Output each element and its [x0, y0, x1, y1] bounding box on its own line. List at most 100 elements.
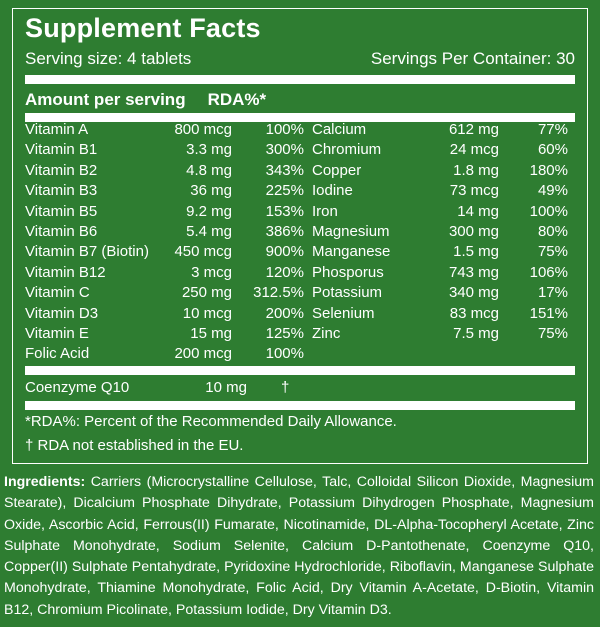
ingredients-block: Ingredients: Carriers (Microcrystalline … — [4, 472, 594, 621]
nutrient-row: Potassium 340 mg 17% — [312, 283, 568, 303]
nutrient-name: Calcium — [312, 121, 367, 138]
nutrient-amount: 340 mg — [448, 284, 499, 302]
nutrient-row: Vitamin B1 3.3 mg 300% — [25, 140, 305, 160]
nutrient-row: Copper 1.8 mg 180% — [312, 161, 568, 181]
nutrient-rda: 151% — [529, 304, 568, 322]
nutrient-name: Iron — [312, 202, 338, 220]
nutrient-rda: 100% — [529, 202, 568, 220]
nutrient-rda: 49% — [537, 182, 568, 200]
nutrient-row: Vitamin B5 9.2 mg 153% — [25, 202, 305, 222]
nutrient-amount: 4.8 mg — [186, 161, 232, 179]
nutrient-row: Vitamin A 800 mcg 100% — [25, 120, 305, 140]
nutrient-name: Selenium — [312, 304, 375, 322]
nutrient-row: Magnesium 300 mg 80% — [312, 222, 568, 242]
supplement-facts-panel: Supplement Facts Serving size: 4 tablets… — [12, 8, 588, 464]
nutrient-rda: 77% — [537, 121, 568, 138]
coenzyme-row: Coenzyme Q10 10 mg † — [25, 377, 565, 399]
servings-per-container: Servings Per Container: 30 — [370, 49, 575, 68]
nutrient-amount: 1.5 mg — [453, 243, 499, 261]
nutrient-row: Vitamin B3 36 mg 225% — [25, 181, 305, 201]
nutrient-rda: 106% — [529, 263, 568, 281]
nutrient-rda: 343% — [265, 161, 304, 179]
nutrient-row: Selenium 83 mcg 151% — [312, 304, 568, 324]
nutrient-name: Chromium — [312, 141, 382, 159]
nutrient-name: Vitamin B1 — [25, 141, 98, 159]
nutrient-row: Vitamin B2 4.8 mg 343% — [25, 161, 305, 181]
nutrient-name: Vitamin D3 — [25, 304, 99, 322]
divider-thick — [25, 401, 575, 410]
nutrient-name: Vitamin B2 — [25, 161, 98, 179]
nutrient-row: Iodine 73 mcg 49% — [312, 181, 568, 201]
nutrient-amount: 83 mcg — [449, 304, 499, 322]
nutrient-rda: 200% — [265, 304, 304, 322]
nutrient-rda: 120% — [265, 263, 304, 281]
nutrient-rda: 100% — [265, 121, 304, 138]
nutrient-rda: 153% — [265, 202, 304, 220]
nutrient-rda: 100% — [265, 345, 304, 363]
nutrient-rda: 17% — [537, 284, 568, 302]
amount-label: Amount per serving — [25, 90, 186, 109]
nutrient-row: Vitamin D3 10 mcg 200% — [25, 304, 305, 324]
nutrient-rda: 300% — [265, 141, 304, 159]
nutrient-row: Vitamin B7 (Biotin) 450 mcg 900% — [25, 242, 305, 262]
nutrient-rda: 900% — [265, 243, 304, 261]
nutrient-row: Vitamin B6 5.4 mg 386% — [25, 222, 305, 242]
nutrient-rda: 386% — [265, 223, 304, 240]
nutrient-amount: 14 mg — [457, 202, 499, 220]
nutrient-row: Manganese 1.5 mg 75% — [312, 242, 568, 262]
nutrient-amount: 36 mg — [190, 182, 232, 200]
nutrient-rda: 80% — [537, 223, 568, 240]
nutrient-rda: 180% — [529, 161, 568, 179]
divider-thick — [25, 75, 575, 84]
nutrient-amount: 250 mg — [181, 284, 232, 302]
nutrient-amount: 9.2 mg — [186, 202, 232, 220]
nutrient-name: Vitamin B5 — [25, 202, 98, 220]
nutrient-amount: 3.3 mg — [186, 141, 232, 159]
nutrient-name: Manganese — [312, 243, 391, 261]
nutrient-rda: 312.5% — [253, 284, 304, 302]
amount-header: Amount per serving RDA%* — [25, 90, 266, 110]
panel-title: Supplement Facts — [25, 13, 261, 43]
nutrient-name: Vitamin B3 — [25, 182, 98, 200]
nutrient-name: Copper — [312, 161, 362, 179]
nutrient-name: Iodine — [312, 182, 353, 200]
footnote-eu: † RDA not established in the EU. — [25, 437, 244, 454]
nutrient-row: Vitamin E 15 mg 125% — [25, 324, 305, 344]
nutrient-name: Phosporus — [312, 263, 384, 281]
nutrient-name: Potassium — [312, 284, 383, 302]
rda-label: RDA%* — [207, 90, 267, 109]
nutrient-row: Phosporus 743 mg 106% — [312, 263, 568, 283]
nutrient-row: Chromium 24 mcg 60% — [312, 140, 568, 160]
divider-thick — [25, 113, 575, 122]
nutrient-name: Vitamin A — [25, 121, 89, 138]
nutrient-amount: 743 mg — [448, 263, 499, 281]
serving-size: Serving size: 4 tablets — [25, 49, 192, 68]
nutrient-row: Iron 14 mg 100% — [312, 202, 568, 222]
ingredients-label: Ingredients: — [4, 474, 86, 490]
nutrient-amount: 7.5 mg — [453, 325, 499, 342]
nutrient-name: Vitamin C — [25, 284, 90, 302]
nutrient-amount: 200 mcg — [174, 345, 232, 363]
nutrient-rda: 75% — [537, 243, 568, 261]
nutrient-amount: 1.8 mg — [453, 161, 499, 179]
nutrient-amount: 3 mcg — [191, 263, 232, 281]
nutrient-name: Vitamin B6 — [25, 223, 98, 240]
nutrient-amount: 24 mcg — [449, 141, 499, 159]
nutrient-amount: 73 mcg — [449, 182, 499, 200]
nutrient-name: Zinc — [312, 325, 341, 342]
nutrient-amount: 15 mg — [190, 325, 232, 342]
nutrient-row: Vitamin B12 3 mcg 120% — [25, 263, 305, 283]
nutrient-name: Vitamin B12 — [25, 263, 106, 281]
nutrient-name: Magnesium — [312, 223, 390, 240]
footnote-rda: *RDA%: Percent of the Recommended Daily … — [25, 413, 397, 430]
nutrient-name: Folic Acid — [25, 345, 90, 363]
nutrient-row: Folic Acid 200 mcg 100% — [25, 344, 305, 364]
divider-thick — [25, 366, 575, 375]
nutrient-amount: 300 mg — [448, 223, 499, 240]
nutrient-row: Zinc 7.5 mg 75% — [312, 324, 568, 344]
nutrient-amount: 450 mcg — [174, 243, 232, 261]
nutrient-amount: 612 mg — [448, 121, 499, 138]
nutrient-rda: 125% — [265, 325, 304, 342]
nutrient-rda: † — [281, 379, 290, 396]
nutrient-row: Vitamin C 250 mg 312.5% — [25, 283, 305, 303]
